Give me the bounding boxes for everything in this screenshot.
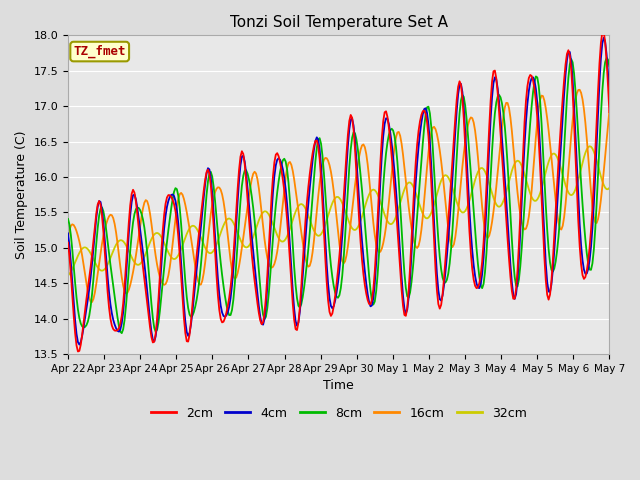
Y-axis label: Soil Temperature (C): Soil Temperature (C) (15, 131, 28, 259)
Legend: 2cm, 4cm, 8cm, 16cm, 32cm: 2cm, 4cm, 8cm, 16cm, 32cm (146, 402, 532, 425)
Title: Tonzi Soil Temperature Set A: Tonzi Soil Temperature Set A (230, 15, 448, 30)
Text: TZ_fmet: TZ_fmet (74, 45, 126, 58)
X-axis label: Time: Time (323, 379, 354, 392)
